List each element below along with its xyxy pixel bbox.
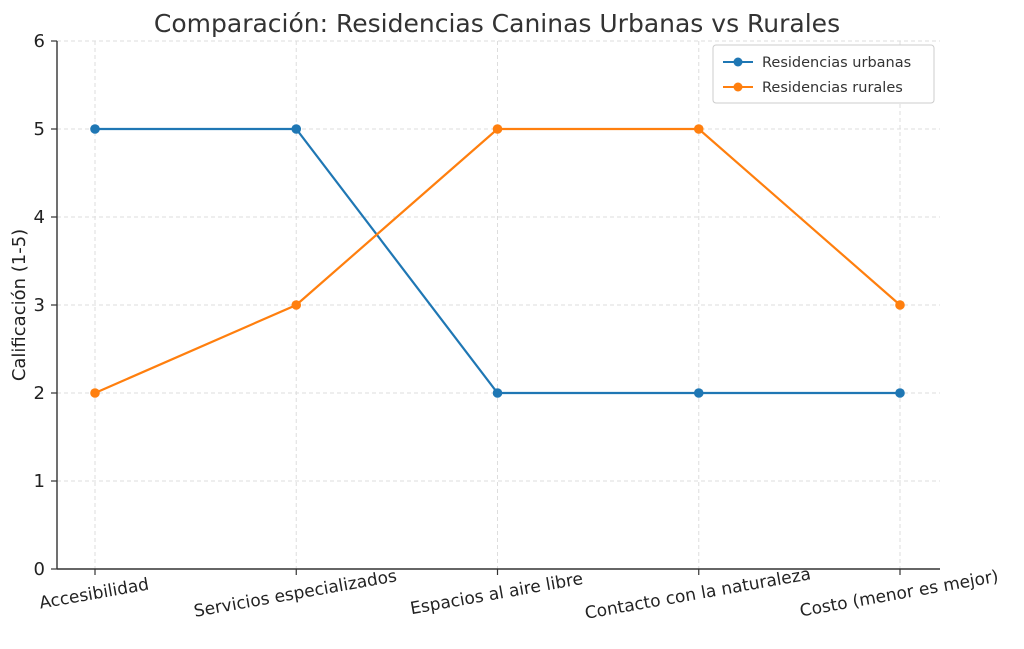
grid <box>57 40 940 570</box>
data-point <box>90 124 100 134</box>
legend-label-rural: Residencias rurales <box>762 80 903 96</box>
data-point <box>895 300 905 310</box>
x-ticks: Accesibilidad Servicios especializados Esp… <box>38 564 1000 623</box>
x-tick-label: Contacto con la naturaleza <box>583 564 812 623</box>
y-tick-label: 1 <box>34 471 45 492</box>
y-tick-label: 2 <box>34 383 45 404</box>
data-point <box>90 388 100 398</box>
legend-label-urban: Residencias urbanas <box>762 55 911 71</box>
legend-box <box>712 44 935 104</box>
series <box>90 124 905 398</box>
x-tick-label: Costo (menor es mejor) <box>798 567 1000 622</box>
data-point <box>693 388 704 398</box>
y-axis-label: Calificación (1-5) <box>9 229 30 381</box>
data-point <box>492 124 503 134</box>
y-tick-label: 0 <box>34 559 45 580</box>
legend-marker-urban <box>733 57 743 67</box>
data-point <box>291 124 302 134</box>
legend: Residencias urbanas Residencias rurales <box>712 44 935 104</box>
data-point <box>291 300 302 310</box>
chart-title: Comparación: Residencias Caninas Urbanas… <box>154 9 840 38</box>
y-tick-label: 3 <box>34 295 45 316</box>
y-tick-label: 6 <box>34 31 45 52</box>
x-tick-label: Espacios al aire libre <box>409 569 585 619</box>
data-point <box>693 124 704 134</box>
x-tick-label: Servicios especializados <box>192 566 398 621</box>
y-ticks: 0 1 2 3 4 5 6 <box>34 31 57 580</box>
y-tick-label: 5 <box>34 119 45 140</box>
data-point <box>492 388 503 398</box>
data-point <box>895 388 905 398</box>
legend-marker-rural <box>733 82 743 92</box>
x-tick-label: Accesibilidad <box>38 575 151 614</box>
y-tick-label: 4 <box>34 207 45 228</box>
